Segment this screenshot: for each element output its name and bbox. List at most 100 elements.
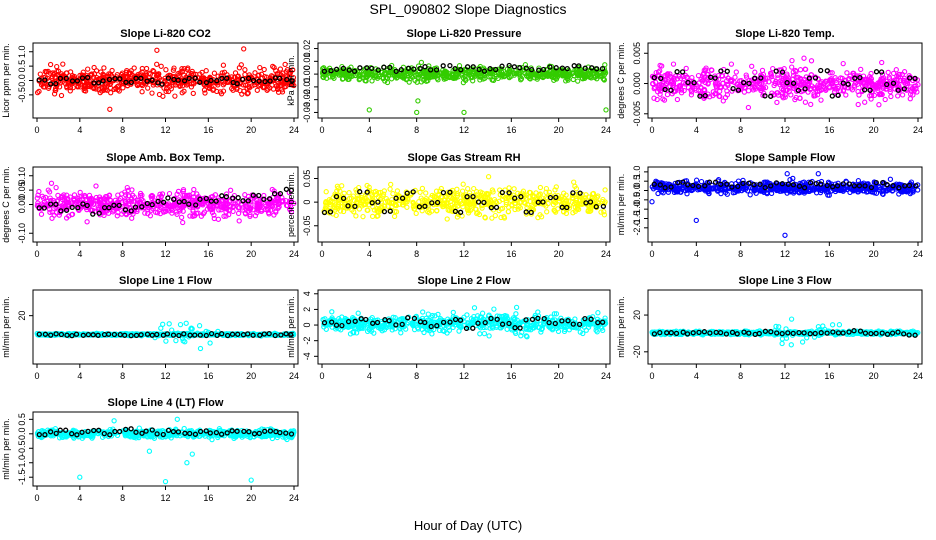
data-point	[354, 189, 360, 195]
hourly-point	[128, 79, 134, 85]
data-point	[162, 75, 168, 81]
data-point	[564, 75, 570, 82]
hourly-point	[165, 75, 172, 81]
hourly-point	[861, 87, 868, 93]
hourly-point	[69, 78, 76, 84]
data-point	[581, 74, 588, 80]
hourly-point	[447, 189, 453, 195]
data-point	[475, 210, 481, 216]
data-point	[257, 64, 263, 71]
data-point	[594, 73, 601, 79]
x-tick-label: 0	[649, 249, 654, 259]
hourly-point	[106, 76, 113, 83]
hourly-point	[381, 64, 387, 70]
hourly-point	[116, 202, 122, 209]
data-point	[131, 65, 137, 71]
hourly-point	[790, 80, 797, 86]
y-tick-label: 0.005	[632, 42, 642, 65]
y-axis-label: percent per min.	[286, 172, 296, 237]
hourly-point	[679, 69, 686, 75]
data-point	[664, 91, 671, 98]
data-point	[323, 199, 329, 206]
data-point	[601, 77, 607, 83]
hourly-point	[234, 81, 240, 87]
data-point	[701, 185, 707, 192]
data-point	[835, 84, 842, 90]
data-point	[212, 192, 219, 198]
data-point	[837, 186, 843, 193]
data-point	[443, 73, 450, 80]
data-point	[150, 67, 156, 74]
hourly-point	[762, 184, 768, 191]
data-point	[210, 203, 217, 209]
hourly-point	[553, 65, 559, 71]
data-point	[600, 76, 606, 82]
hourly-point	[393, 195, 399, 201]
data-point	[356, 71, 362, 77]
x-tick-label: 16	[506, 249, 516, 259]
data-point	[333, 212, 339, 219]
data-point	[818, 187, 824, 194]
data-point	[273, 199, 279, 206]
plot-frame	[32, 289, 299, 365]
outlier-point	[649, 199, 655, 205]
data-point	[216, 207, 222, 213]
data-point	[820, 80, 827, 87]
data-point	[728, 61, 735, 67]
x-tick-label: 0	[34, 125, 39, 135]
data-point	[812, 93, 818, 99]
hourly-point	[223, 194, 230, 200]
x-tick-label: 24	[289, 125, 299, 135]
scatter-points	[320, 304, 609, 340]
data-point	[844, 70, 850, 76]
data-point	[187, 213, 193, 219]
data-point	[435, 77, 441, 83]
hourly-point	[583, 200, 589, 206]
data-point	[499, 72, 505, 79]
y-tick-label: 0.10	[17, 167, 27, 185]
data-point	[440, 73, 446, 79]
data-point	[67, 88, 73, 94]
hourly-point	[577, 190, 583, 196]
data-point	[822, 85, 828, 91]
data-point	[91, 64, 97, 71]
data-point	[35, 200, 41, 206]
data-point	[815, 76, 821, 82]
data-point	[455, 191, 461, 197]
hourly-point	[481, 199, 487, 206]
data-point	[351, 198, 358, 204]
y-tick-label: 20	[17, 311, 27, 321]
data-point	[82, 194, 88, 200]
data-point	[122, 203, 128, 210]
hourly-point	[283, 186, 290, 192]
data-point	[53, 184, 59, 191]
hourly-point	[730, 85, 736, 92]
data-point	[570, 210, 576, 216]
data-point	[735, 81, 741, 88]
data-point	[876, 102, 882, 108]
x-tick-label: 16	[824, 249, 834, 259]
data-point	[198, 213, 205, 219]
data-point	[194, 191, 200, 197]
data-point	[369, 78, 375, 84]
x-tick-label: 16	[203, 125, 213, 135]
data-point	[652, 84, 658, 90]
data-point	[287, 70, 293, 77]
hourly-point	[718, 68, 724, 74]
data-point	[41, 80, 48, 86]
data-point	[411, 206, 417, 212]
y-tick-label: -0.05	[302, 216, 312, 237]
hourly-point	[712, 179, 719, 185]
data-point	[71, 196, 77, 202]
y-tick-label: -0.10	[17, 223, 27, 244]
y-axis-label: ml/min per min.	[1, 296, 11, 358]
data-point	[651, 95, 657, 101]
data-point	[222, 205, 228, 211]
data-point	[175, 188, 182, 195]
data-point	[486, 199, 492, 205]
hourly-point	[540, 199, 546, 205]
data-point	[339, 183, 345, 189]
data-point	[602, 187, 608, 193]
data-point	[796, 190, 802, 196]
data-point	[871, 92, 878, 99]
